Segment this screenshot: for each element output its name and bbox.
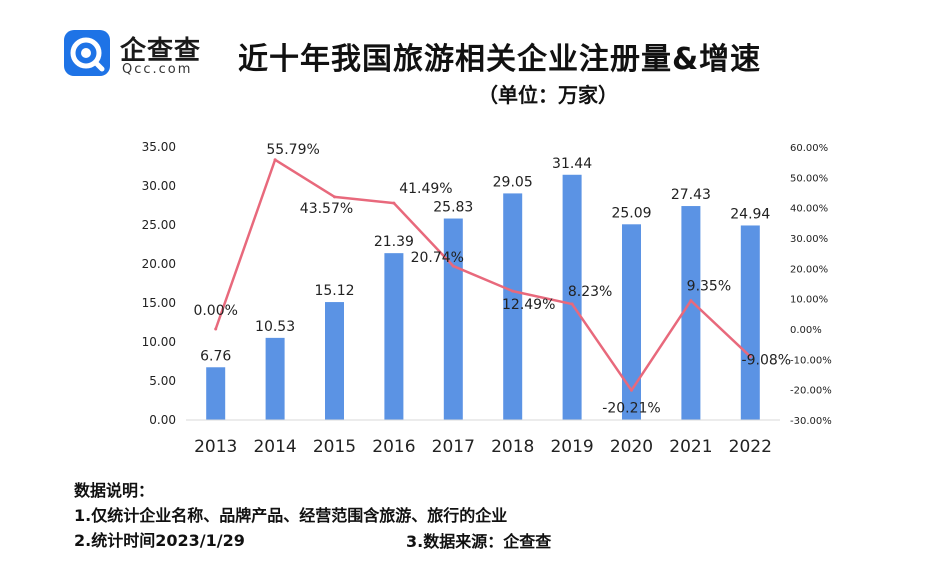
x-tick-label: 2017 — [432, 437, 475, 457]
x-tick-label: 2014 — [253, 437, 296, 457]
right-tick-label: 30.00% — [790, 234, 828, 245]
bar-series: 6.76 10.53 15.12 21.39 25.83 29.05 31.44 25.09 2… — [200, 156, 770, 420]
bar-value-label: 21.39 — [374, 234, 414, 250]
line-value-label: 20.74% — [411, 250, 464, 266]
line-point — [451, 264, 455, 268]
line-value-label: -9.08% — [742, 353, 792, 369]
notes-line-2: 2.统计时间2023/1/29 — [74, 531, 245, 550]
bar — [740, 225, 760, 420]
line-value-label: 43.57% — [300, 201, 353, 217]
left-tick-label: 5.00 — [149, 374, 176, 388]
bar — [384, 253, 404, 420]
bar-value-label: 27.43 — [671, 187, 711, 203]
right-tick-label: 0.00% — [790, 325, 822, 336]
line-value-label: 12.49% — [502, 297, 555, 313]
right-tick-label: 10.00% — [790, 295, 828, 306]
left-tick-label: 15.00 — [142, 296, 176, 310]
growth-line — [214, 158, 752, 392]
notes-line-1: 1.仅统计企业名称、品牌产品、经营范围含旅游、旅行的企业 — [74, 506, 508, 525]
bar — [206, 367, 226, 420]
bar-value-label: 25.83 — [433, 200, 473, 216]
line-value-label: 55.79% — [266, 142, 319, 158]
line-value-label: 41.49% — [399, 181, 452, 197]
left-tick-label: 35.00 — [142, 140, 176, 154]
line-point — [630, 388, 633, 392]
chart-title: 近十年我国旅游相关企业注册量&增速 — [238, 42, 762, 77]
notes-heading: 数据说明： — [74, 481, 155, 500]
right-tick-label: -30.00% — [790, 416, 832, 427]
right-tick-label: 20.00% — [790, 264, 828, 275]
x-axis-labels: 2013 2014 2015 2016 2017 2018 2019 2020 2021 2022 — [194, 437, 772, 457]
left-tick-label: 0.00 — [149, 413, 176, 427]
x-tick-label: 2015 — [313, 437, 356, 457]
x-tick-label: 2022 — [729, 437, 772, 457]
bar-value-label: 15.12 — [314, 283, 354, 299]
right-tick-label: -10.00% — [790, 355, 832, 366]
right-tick-label: 50.00% — [790, 173, 828, 184]
right-tick-label: 40.00% — [790, 204, 828, 215]
right-tick-label: 60.00% — [790, 143, 828, 154]
notes-line-3: 3.数据来源：企查查 — [406, 532, 552, 551]
line-point — [392, 201, 396, 205]
bar — [503, 193, 523, 420]
bar — [681, 206, 701, 420]
bar-value-label: 24.94 — [730, 206, 770, 222]
line-value-label: -20.21% — [602, 400, 660, 416]
line-point — [273, 158, 277, 162]
line-series: 0.00% 55.79% 43.57% 41.49% 20.74% 12.49% 8.23%… — [193, 142, 791, 417]
x-tick-label: 2020 — [610, 437, 653, 457]
right-axis: -30.00% -20.00% -10.00% 0.00% 10.00% 20.00% 30… — [790, 143, 832, 427]
x-tick-label: 2021 — [669, 437, 712, 457]
bar — [562, 174, 582, 420]
chart-subtitle: （单位：万家） — [478, 83, 618, 107]
data-notes: 数据说明： 1.仅统计企业名称、品牌产品、经营范围含旅游、旅行的企业 2.统计时… — [74, 478, 507, 553]
bar-value-label: 29.05 — [493, 174, 533, 190]
bar — [443, 218, 463, 420]
line-value-label: 8.23% — [568, 284, 612, 300]
logo-text-cn: 企查查 — [120, 36, 202, 66]
line-value-label: 0.00% — [193, 303, 237, 319]
line-point — [689, 299, 693, 303]
x-tick-label: 2018 — [491, 437, 534, 457]
x-tick-label: 2016 — [372, 437, 415, 457]
bar — [265, 337, 285, 420]
left-tick-label: 25.00 — [142, 218, 176, 232]
right-tick-label: -20.00% — [790, 386, 832, 397]
line-point — [748, 355, 752, 359]
left-axis: 0.00 5.00 10.00 15.00 20.00 25.00 30.00 35.00 — [142, 140, 176, 427]
x-tick-label: 2019 — [550, 437, 593, 457]
bar-value-label: 10.53 — [255, 319, 295, 335]
line-point — [570, 302, 574, 306]
left-tick-label: 20.00 — [142, 257, 176, 271]
bar — [325, 302, 344, 420]
line-value-label: 9.35% — [687, 279, 731, 295]
x-tick-label: 2013 — [194, 437, 237, 457]
line-point — [333, 195, 336, 199]
bar-value-label: 31.44 — [552, 156, 592, 172]
logo-text-en: Qcc.com — [122, 62, 193, 77]
bar — [622, 224, 641, 420]
line-point — [214, 327, 218, 331]
line-point — [511, 289, 515, 293]
brand-logo: 企查查 Qcc.com — [64, 30, 224, 80]
bar-value-label: 6.76 — [200, 348, 231, 364]
bar-value-label: 25.09 — [611, 205, 651, 221]
qcc-logo-icon — [64, 30, 110, 76]
left-tick-label: 30.00 — [142, 179, 176, 193]
left-tick-label: 10.00 — [142, 335, 176, 349]
